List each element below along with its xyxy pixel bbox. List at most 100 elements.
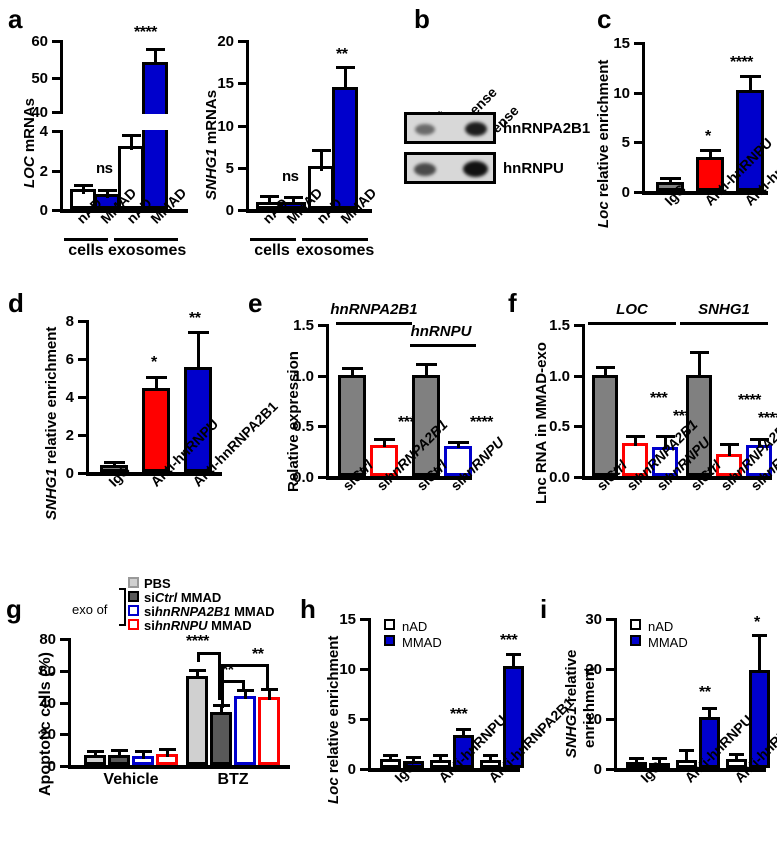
blot-band-input-a2b1 [415, 124, 435, 135]
panel-label-a: a [8, 4, 23, 34]
y-tick-15 [238, 82, 246, 85]
significance-cells-mmad: ns [96, 160, 113, 177]
errorbar-igg [113, 461, 116, 468]
errorbar-anti-hnrnpu [155, 376, 158, 391]
y-axis-lower [60, 130, 63, 212]
legend-swatch-mmad [384, 635, 395, 646]
y-tick-6 [78, 358, 86, 361]
errorbar-cells-nad [82, 184, 85, 194]
legend-label-pbs: PBS [144, 576, 171, 591]
bar-loc-sictrl [592, 375, 618, 476]
significance-anti-hnrnpa2b1: **** [730, 54, 753, 71]
y-ticklabel-4: 4 [65, 389, 74, 406]
errorbar-btz-sihnrnpu [268, 688, 271, 700]
legend-swatch-pbs [128, 577, 139, 588]
y-ticklabel-4: 4 [39, 123, 48, 140]
errorbar-cap-anti-hnrnpa2b1-nad [729, 753, 744, 756]
y-tick-1-0 [318, 375, 326, 378]
errorbar-loc-sihnrnpu [664, 435, 667, 449]
y-tick-60 [52, 40, 60, 43]
y-tick-1-5 [574, 324, 582, 327]
y-axis [246, 40, 249, 212]
y-ticklabel-0: 0 [47, 758, 56, 775]
group-underline-hnrnpa2b1 [336, 322, 412, 325]
significance-anti-hnrnpa2b1: ** [189, 310, 201, 327]
y-tick-50 [52, 77, 60, 80]
errorbar-loc-sihnrnpa2b1 [634, 435, 637, 446]
errorbar-btz-sictrl [220, 704, 223, 715]
errorbar-cells-mmad [292, 196, 295, 204]
y-tick-0-0 [318, 476, 326, 479]
blot-band-input-u [414, 163, 436, 176]
y-tick-0 [52, 209, 60, 212]
panel-label-d: d [8, 288, 24, 318]
y-tick-15 [360, 618, 368, 621]
y-ticklabel-1-0: 1.0 [549, 368, 570, 385]
y-tick-40 [60, 702, 68, 705]
bar-exosomes-mmad [332, 87, 358, 209]
panel-e-chart: Relative expression 1.5 1.0 0.5 0.0 hnRN… [278, 302, 507, 494]
x-axis [68, 765, 290, 769]
significance-label-1: **** [186, 633, 209, 650]
y-tick-4 [78, 396, 86, 399]
y-axis [582, 324, 585, 479]
blot-row-hnrnpu [404, 152, 496, 184]
errorbar-igg-mmad [412, 756, 415, 764]
x-axis [86, 472, 222, 476]
group-label-exosomes: exosomes [296, 242, 375, 259]
y-ticklabel-1-5: 1.5 [549, 317, 570, 334]
y-tick-0-5 [318, 425, 326, 428]
y-ticklabel-5: 5 [621, 134, 630, 151]
y-tick-15 [634, 42, 642, 45]
errorbar-cap-sihnrnpa2b1 [374, 438, 395, 441]
errorbar-igg-mmad [658, 757, 661, 765]
errorbar-vehicle-pbs [94, 750, 97, 758]
panel-g-chart: Apoptotic cells (%) 80 60 40 20 0 **** [34, 632, 294, 796]
legend-label-mmad: MMAD [402, 635, 442, 650]
errorbar-cap-anti-hnrnpa2b1-mmad [752, 634, 767, 637]
significance-cells-mmad: ns [282, 168, 299, 185]
y-axis [614, 618, 617, 771]
errorbar-anti-hnrnpa2b1 [197, 331, 200, 369]
y-ticklabel-80: 80 [39, 631, 56, 648]
panel-g-legend: exo of PBS siCtrl MMAD sihnRNPA2B1 MMAD … [72, 576, 302, 634]
errorbar-vehicle-sihnrnpa2b1 [142, 750, 145, 759]
errorbar-cap-cells-mmad [98, 189, 117, 192]
significance-loc-sihnrnpa2b1: *** [650, 390, 668, 407]
y-tick-1-0 [574, 375, 582, 378]
errorbar-sihnrnpa2b1 [383, 438, 386, 447]
panel-label-h: h [300, 594, 316, 624]
y-ticklabel-15: 15 [339, 611, 356, 628]
y-axis [86, 320, 89, 475]
panel-a-chart-snhg1: SNHG1 mRNAs 20 15 10 5 0 ns ** nAD MMAD … [203, 34, 382, 259]
y-tick-0 [78, 472, 86, 475]
errorbar-cap-igg-nad [383, 754, 398, 757]
errorbar-cells-nad [268, 195, 271, 205]
y-tick-10 [238, 125, 246, 128]
group-label-cells: cells [254, 242, 290, 259]
significance-exosomes-mmad: **** [134, 24, 157, 41]
y-tick-80 [60, 638, 68, 641]
errorbar-vehicle-sihnrnpu [166, 748, 169, 757]
axis-label-y-line2: enrichment [581, 667, 598, 748]
errorbar-cap-igg [104, 461, 125, 464]
x-category-cells-nad: nAD [259, 194, 291, 227]
y-tick-1-5 [318, 324, 326, 327]
errorbar-cap-exosomes-nad [312, 149, 331, 152]
panel-b-blot: Input Antisense Sense hnRNPA2B1 hnRNPU [404, 34, 604, 214]
y-ticklabel-0: 0 [593, 761, 602, 778]
errorbar-sihnrnpu [457, 441, 460, 448]
y-axis [368, 618, 371, 771]
blot-band-sense-a2b1 [465, 122, 487, 136]
blot-row-label-hnrnpa2b1: hnRNPA2B1 [503, 120, 591, 137]
legend-swatch-mmad [630, 635, 641, 646]
errorbar-cap-igg-mmad [652, 757, 667, 760]
errorbar-snhg1-sihnrnpa2b1 [728, 443, 731, 456]
y-ticklabel-15: 15 [217, 75, 234, 92]
errorbar-cap-btz-sihnrnpa2b1 [237, 689, 254, 692]
errorbar-sictrl-1 [351, 367, 354, 378]
group-label-exosomes: exosomes [108, 242, 187, 259]
legend-bracket [118, 588, 126, 626]
blot-row-label-hnrnpu: hnRNPU [503, 160, 564, 177]
